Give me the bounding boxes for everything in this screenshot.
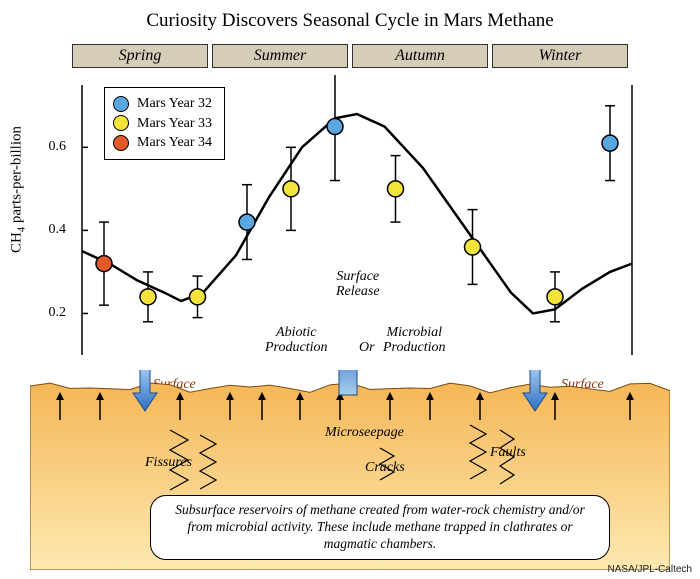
y-axis-label: CH4 parts-per-billion	[9, 90, 28, 290]
ytick: 0.2	[49, 305, 73, 321]
circle-icon	[113, 96, 129, 112]
legend-label: Mars Year 32	[137, 94, 212, 114]
credit: NASA/JPL-Caltech	[608, 564, 692, 575]
caption: Subsurface reservoirs of methane created…	[150, 495, 610, 560]
legend-item-y32: Mars Year 32	[113, 94, 212, 114]
legend-label: Mars Year 34	[137, 133, 212, 153]
ytick: 0.4	[49, 222, 73, 238]
label-fissures: Fissures	[145, 455, 192, 470]
label-microseepage: Microseepage	[325, 425, 404, 440]
legend: Mars Year 32 Mars Year 33 Mars Year 34	[104, 87, 225, 160]
circle-icon	[113, 135, 129, 151]
legend-label: Mars Year 33	[137, 114, 212, 134]
label-microbial: MicrobialProduction	[383, 325, 445, 356]
circle-icon	[113, 115, 129, 131]
season-winter: Winter	[492, 44, 628, 68]
season-autumn: Autumn	[352, 44, 488, 68]
label-or: Or	[359, 340, 375, 355]
page-title: Curiosity Discovers Seasonal Cycle in Ma…	[0, 0, 700, 32]
legend-item-y34: Mars Year 34	[113, 133, 212, 153]
label-cracks: Cracks	[365, 460, 405, 475]
label-surface-release: SurfaceRelease	[336, 269, 380, 300]
season-summer: Summer	[212, 44, 348, 68]
legend-item-y33: Mars Year 33	[113, 114, 212, 134]
label-abiotic: AbioticProduction	[265, 325, 327, 356]
season-spring: Spring	[72, 44, 208, 68]
chart: Mars Year 32 Mars Year 33 Mars Year 34 0…	[72, 75, 642, 365]
label-faults: Faults	[490, 445, 526, 460]
ytick: 0.6	[49, 139, 73, 155]
season-strip: Spring Summer Autumn Winter	[72, 44, 628, 68]
